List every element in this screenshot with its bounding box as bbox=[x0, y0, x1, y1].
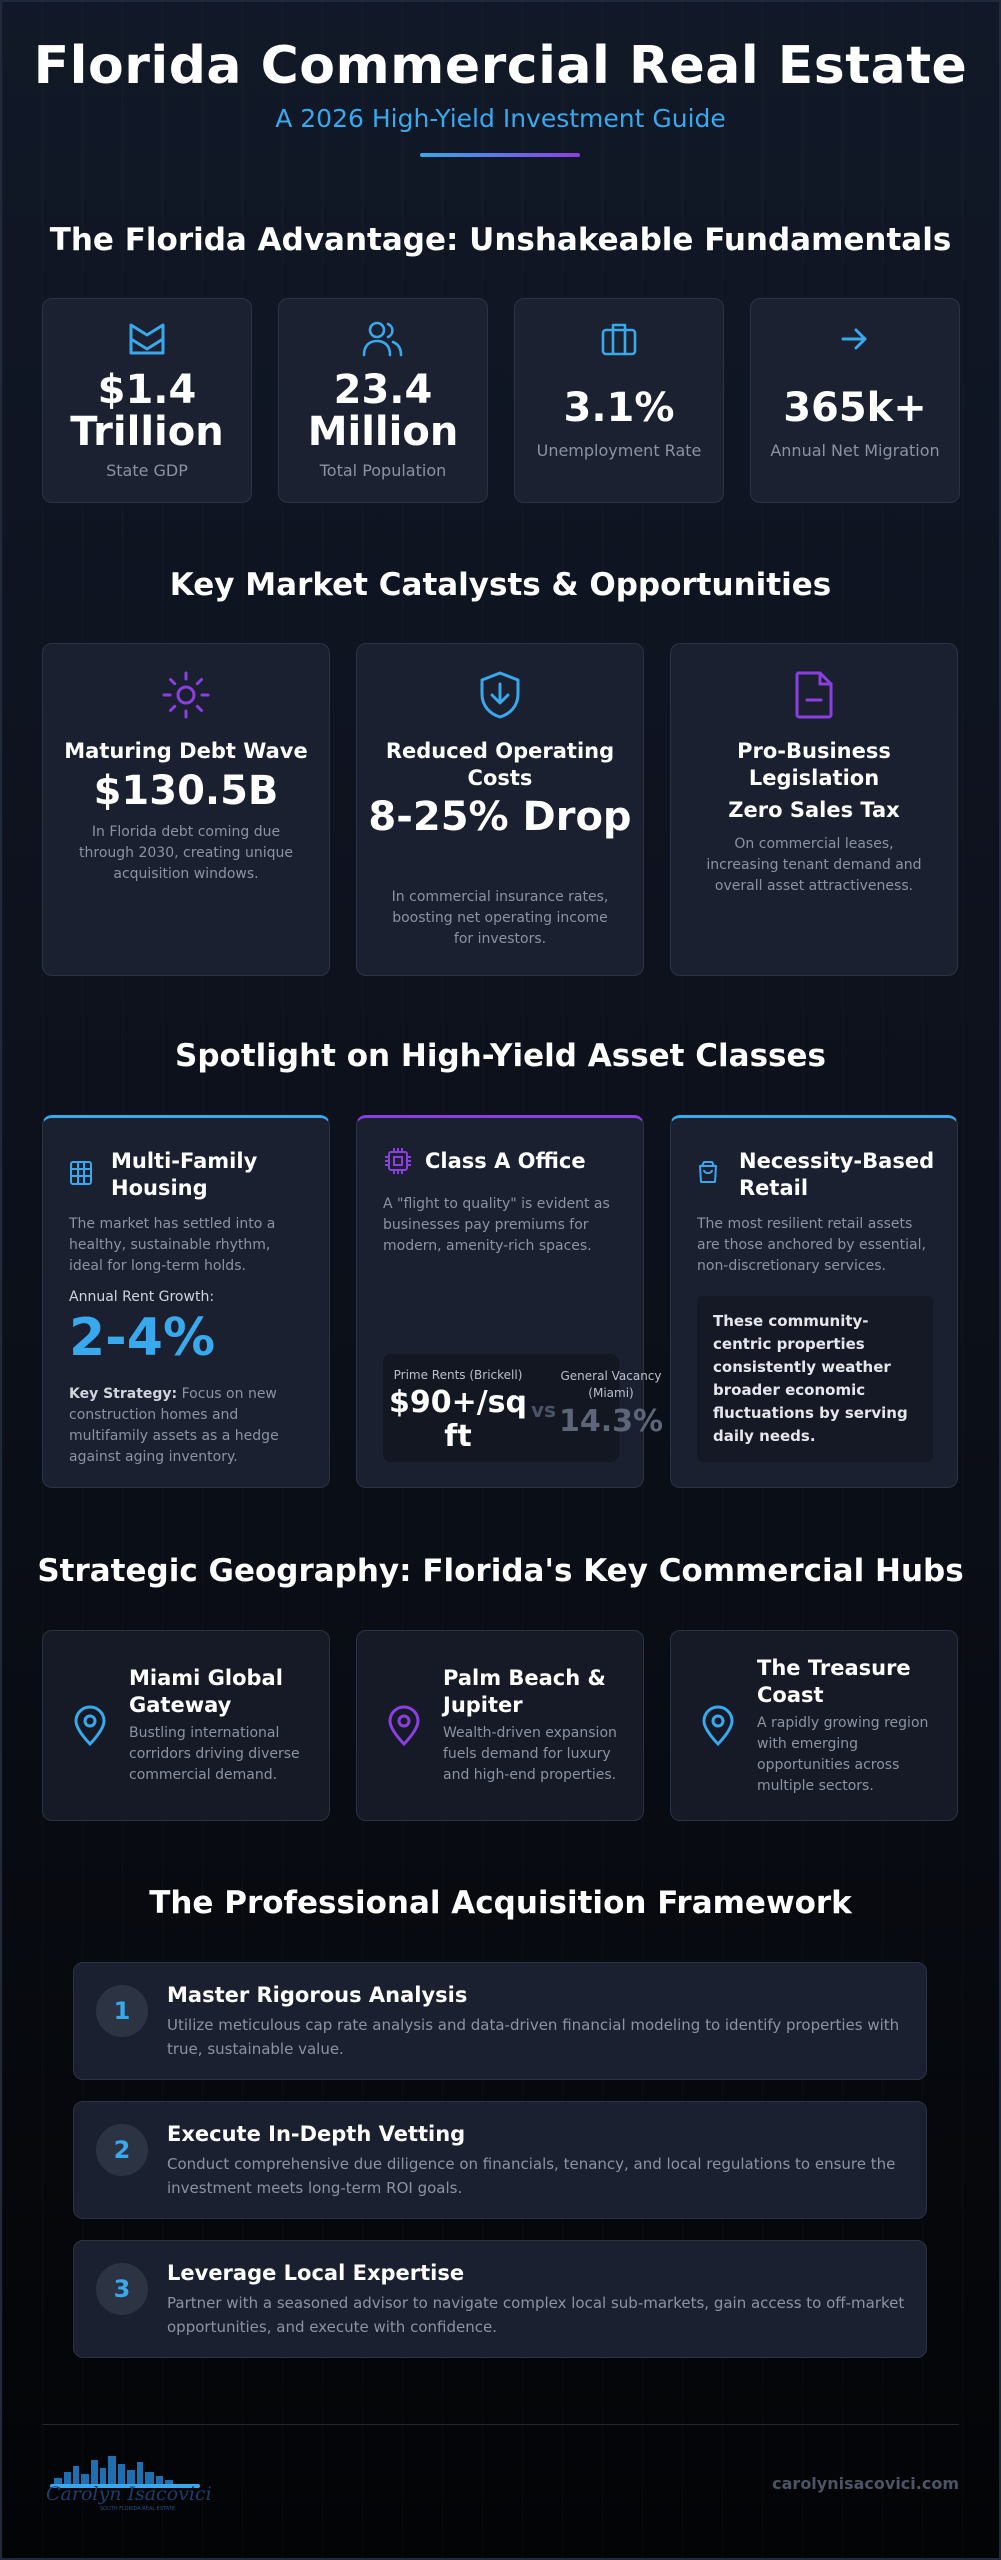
framework-step: 2 Execute In-Depth Vetting Conduct compr… bbox=[73, 2101, 927, 2219]
briefcase-icon bbox=[515, 319, 723, 359]
section-title-assets: Spotlight on High-Yield Asset Classes bbox=[175, 1038, 826, 1074]
hub-card-treasure-coast: The Treasure Coast A rapidly growing reg… bbox=[670, 1630, 958, 1821]
prime-rent-value: $90+/sq ft bbox=[388, 1385, 528, 1454]
stat-label: State GDP bbox=[106, 461, 188, 480]
asset-description: The market has settled into a healthy, s… bbox=[69, 1216, 276, 1274]
step-number: 3 bbox=[96, 2263, 148, 2315]
vacancy-label: General Vacancy (Miami) bbox=[560, 1369, 662, 1400]
catalyst-card-costs: Reduced Operating Costs 8-25% Drop In co… bbox=[356, 643, 644, 976]
asset-card-office: Class A Office A "flight to quality" is … bbox=[356, 1115, 663, 1488]
stat-card-population: 23.4 Million Total Population bbox=[278, 298, 488, 503]
stat-value: 23.4 Million bbox=[307, 367, 459, 455]
versus-text: vs bbox=[531, 1398, 556, 1422]
key-strategy: Key Strategy: Focus on new construction … bbox=[69, 1384, 303, 1468]
step-title: Execute In-Depth Vetting bbox=[167, 2122, 466, 2146]
framework-step: 1 Master Rigorous Analysis Utilize metic… bbox=[73, 1962, 927, 2080]
brand-logo: Carolyn Isacovici SOUTH FLORIDA REAL EST… bbox=[40, 2448, 226, 2512]
sun-icon bbox=[43, 670, 329, 720]
stat-card-migration: 365k+ Annual Net Migration bbox=[750, 298, 960, 503]
stat-label: Unemployment Rate bbox=[536, 441, 702, 460]
map-pin-icon bbox=[387, 1705, 421, 1751]
catalyst-heading: Reduced Operating Costs bbox=[385, 739, 615, 790]
asset-title: Necessity-Based Retail bbox=[739, 1149, 935, 1200]
envelope-icon bbox=[43, 319, 251, 359]
hub-card-palm-beach: Palm Beach & Jupiter Wealth-driven expan… bbox=[356, 1630, 644, 1821]
stat-label: Annual Net Migration bbox=[770, 441, 940, 460]
catalyst-description: In Florida debt coming due through 2030,… bbox=[79, 824, 293, 882]
section-title-geography: Strategic Geography: Florida's Key Comme… bbox=[37, 1553, 964, 1589]
title-divider bbox=[420, 153, 580, 157]
office-comparison-box: Prime Rents (Brickell) $90+/sq ft vs Gen… bbox=[383, 1354, 663, 1462]
section-title-advantage: The Florida Advantage: Unshakeable Funda… bbox=[49, 222, 952, 258]
logo-name: Carolyn Isacovici bbox=[46, 2483, 212, 2505]
step-number: 2 bbox=[96, 2124, 148, 2176]
page-subtitle: A 2026 High-Yield Investment Guide bbox=[275, 104, 726, 133]
step-description: Conduct comprehensive due diligence on f… bbox=[167, 2155, 896, 2197]
hub-description: A rapidly growing region with emerging o… bbox=[757, 1715, 929, 1794]
catalyst-description: In commercial insurance rates, boosting … bbox=[391, 889, 609, 947]
section-title-framework: The Professional Acquisition Framework bbox=[149, 1885, 852, 1921]
section-title-catalysts: Key Market Catalysts & Opportunities bbox=[169, 567, 832, 603]
rent-growth-value: 2-4% bbox=[69, 1308, 216, 1368]
website-link[interactable]: carolynisacovici.com bbox=[772, 2474, 959, 2493]
catalyst-value: 8-25% Drop bbox=[368, 794, 632, 840]
framework-step: 3 Leverage Local Expertise Partner with … bbox=[73, 2240, 927, 2358]
step-number: 1 bbox=[96, 1985, 148, 2037]
vacancy-value: 14.3% bbox=[558, 1404, 664, 1439]
key-strategy-label: Key Strategy: bbox=[69, 1386, 178, 1402]
arrow-right-icon bbox=[751, 319, 959, 359]
document-minus-icon bbox=[671, 670, 957, 720]
footer-divider bbox=[42, 2424, 959, 2425]
shield-down-arrow-icon bbox=[357, 670, 643, 720]
asset-card-retail: Necessity-Based Retail The most resilien… bbox=[670, 1115, 958, 1488]
retail-quote: These community-centric properties consi… bbox=[697, 1296, 933, 1462]
asset-title: Class A Office bbox=[425, 1149, 586, 1173]
stat-card-gdp: $1.4 Trillion State GDP bbox=[42, 298, 252, 503]
prime-rent-label: Prime Rents (Brickell) bbox=[393, 1368, 523, 1382]
key-strategy-text: Focus on new construction homes and mult… bbox=[69, 1386, 279, 1465]
hub-name: Miami Global Gateway bbox=[129, 1666, 283, 1717]
page-title: Florida Commercial Real Estate bbox=[33, 36, 968, 96]
asset-card-multifamily: Multi-Family Housing The market has sett… bbox=[42, 1115, 330, 1488]
step-title: Master Rigorous Analysis bbox=[167, 1983, 468, 2007]
step-title: Leverage Local Expertise bbox=[167, 2261, 465, 2285]
stat-card-unemployment: 3.1% Unemployment Rate bbox=[514, 298, 724, 503]
asset-description: The most resilient retail assets are tho… bbox=[697, 1216, 926, 1274]
users-icon bbox=[279, 319, 487, 359]
hub-name: The Treasure Coast bbox=[757, 1656, 911, 1707]
catalyst-description: On commercial leases, increasing tenant … bbox=[706, 836, 922, 894]
step-description: Partner with a seasoned advisor to navig… bbox=[167, 2294, 905, 2336]
logo-tagline: SOUTH FLORIDA REAL ESTATE bbox=[100, 2506, 175, 2512]
hub-description: Wealth-driven expansion fuels demand for… bbox=[443, 1725, 617, 1783]
cpu-chip-icon bbox=[383, 1146, 413, 1180]
catalyst-heading: Pro-Business Legislation bbox=[737, 739, 891, 790]
catalyst-heading: Maturing Debt Wave bbox=[64, 739, 308, 763]
asset-description: A "flight to quality" is evident as busi… bbox=[383, 1196, 610, 1254]
stat-value: 365k+ bbox=[783, 385, 927, 431]
catalyst-card-debt: Maturing Debt Wave $130.5B In Florida de… bbox=[42, 643, 330, 976]
step-description: Utilize meticulous cap rate analysis and… bbox=[167, 2016, 900, 2058]
hub-description: Bustling international corridors driving… bbox=[129, 1725, 300, 1783]
rent-growth-label: Annual Rent Growth: bbox=[69, 1289, 215, 1305]
stat-label: Total Population bbox=[319, 461, 447, 480]
building-grid-icon bbox=[69, 1160, 93, 1190]
catalyst-card-legislation: Pro-Business Legislation Zero Sales Tax … bbox=[670, 643, 958, 976]
shopping-bag-icon bbox=[697, 1160, 719, 1188]
asset-title: Multi-Family Housing bbox=[111, 1149, 258, 1200]
catalyst-value: Zero Sales Tax bbox=[728, 798, 900, 822]
hub-name: Palm Beach & Jupiter bbox=[443, 1666, 606, 1717]
stat-value: 3.1% bbox=[563, 385, 675, 431]
stat-value: $1.4 Trillion bbox=[70, 367, 224, 455]
map-pin-icon bbox=[701, 1705, 735, 1751]
hub-card-miami: Miami Global Gateway Bustling internatio… bbox=[42, 1630, 330, 1821]
map-pin-icon bbox=[73, 1705, 107, 1751]
catalyst-value: $130.5B bbox=[93, 768, 279, 814]
